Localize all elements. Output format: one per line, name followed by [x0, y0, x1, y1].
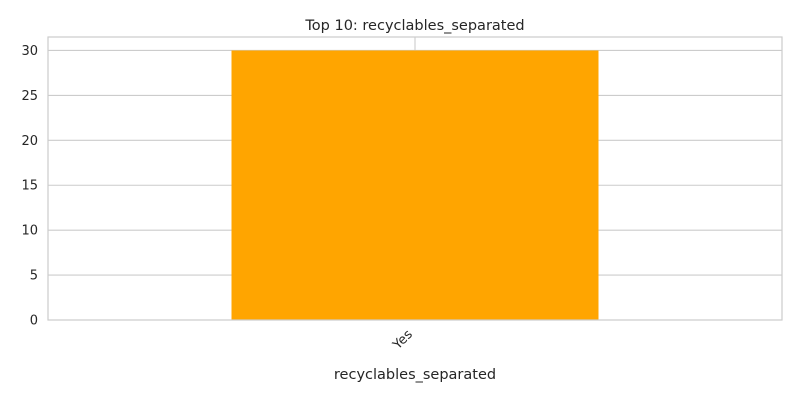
y-tick-label: 5 — [30, 269, 38, 284]
y-tick-label: 10 — [21, 224, 38, 239]
x-axis-label: recyclables_separated — [334, 367, 496, 383]
y-tick-label: 20 — [21, 134, 38, 149]
y-tick-label: 25 — [21, 89, 38, 104]
y-tick-label: 15 — [21, 179, 38, 194]
bars-layer — [231, 50, 599, 320]
chart-title: Top 10: recyclables_separated — [304, 18, 524, 34]
y-tick-labels: 0 5 10 15 20 25 30 — [21, 44, 38, 329]
y-tick-label: 30 — [21, 44, 38, 59]
bar-yes — [231, 50, 599, 320]
plot-frame — [47, 36, 783, 321]
y-tick-label: 0 — [30, 314, 38, 329]
